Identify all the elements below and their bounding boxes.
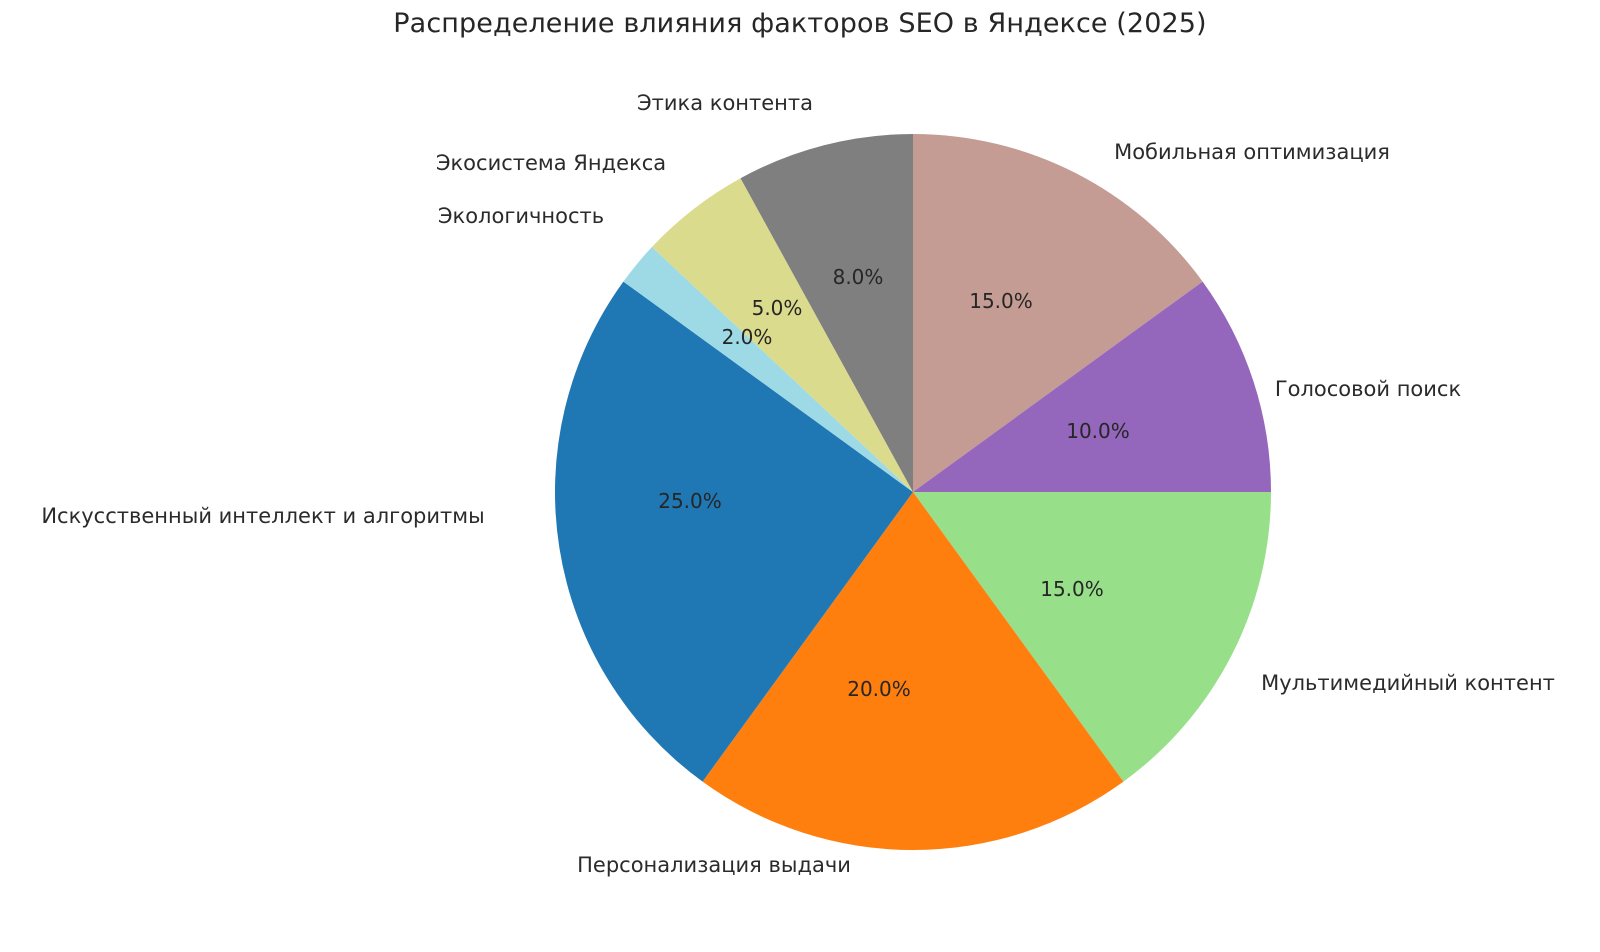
pie-slices-group xyxy=(554,134,1271,851)
pie-slice-percent: 5.0% xyxy=(751,296,803,320)
pie-slice-percent: 20.0% xyxy=(847,677,911,701)
pie-slice[interactable] xyxy=(913,134,1203,492)
pie-slice-label: Персонализация выдачи xyxy=(577,853,851,877)
pie-slice[interactable] xyxy=(702,492,1124,851)
pie-slice-label: Голосовой поиск xyxy=(1274,377,1462,401)
pie-slice-percent: 10.0% xyxy=(1066,419,1130,443)
pie-slice-percent: 15.0% xyxy=(969,289,1033,313)
pie-slice-percent: 15.0% xyxy=(1040,577,1104,601)
pie-slice[interactable] xyxy=(554,281,913,782)
pie-slice-label: Экосистема Яндекса xyxy=(435,151,667,175)
pie-slice-label: Экологичность xyxy=(437,204,605,228)
pie-slice[interactable] xyxy=(913,492,1271,782)
pie-slice-label: Мультимедийный контент xyxy=(1261,671,1555,695)
pie-slice-percent: 8.0% xyxy=(832,265,884,289)
pie-slice[interactable] xyxy=(623,246,913,492)
chart-title: Распределение влияния факторов SEO в Янд… xyxy=(393,8,1207,39)
pie-slice[interactable] xyxy=(740,134,913,492)
pie-slice-percent: 25.0% xyxy=(658,489,722,513)
pie-slice-label: Мобильная оптимизация xyxy=(1114,140,1390,164)
pie-slice[interactable] xyxy=(652,178,913,492)
pie-slice-label: Искусственный интеллект и алгоритмы xyxy=(41,504,485,528)
pie-slice-label: Этика контента xyxy=(636,91,814,115)
pie-slice[interactable] xyxy=(913,281,1271,492)
pie-slice-percent: 2.0% xyxy=(721,325,773,349)
